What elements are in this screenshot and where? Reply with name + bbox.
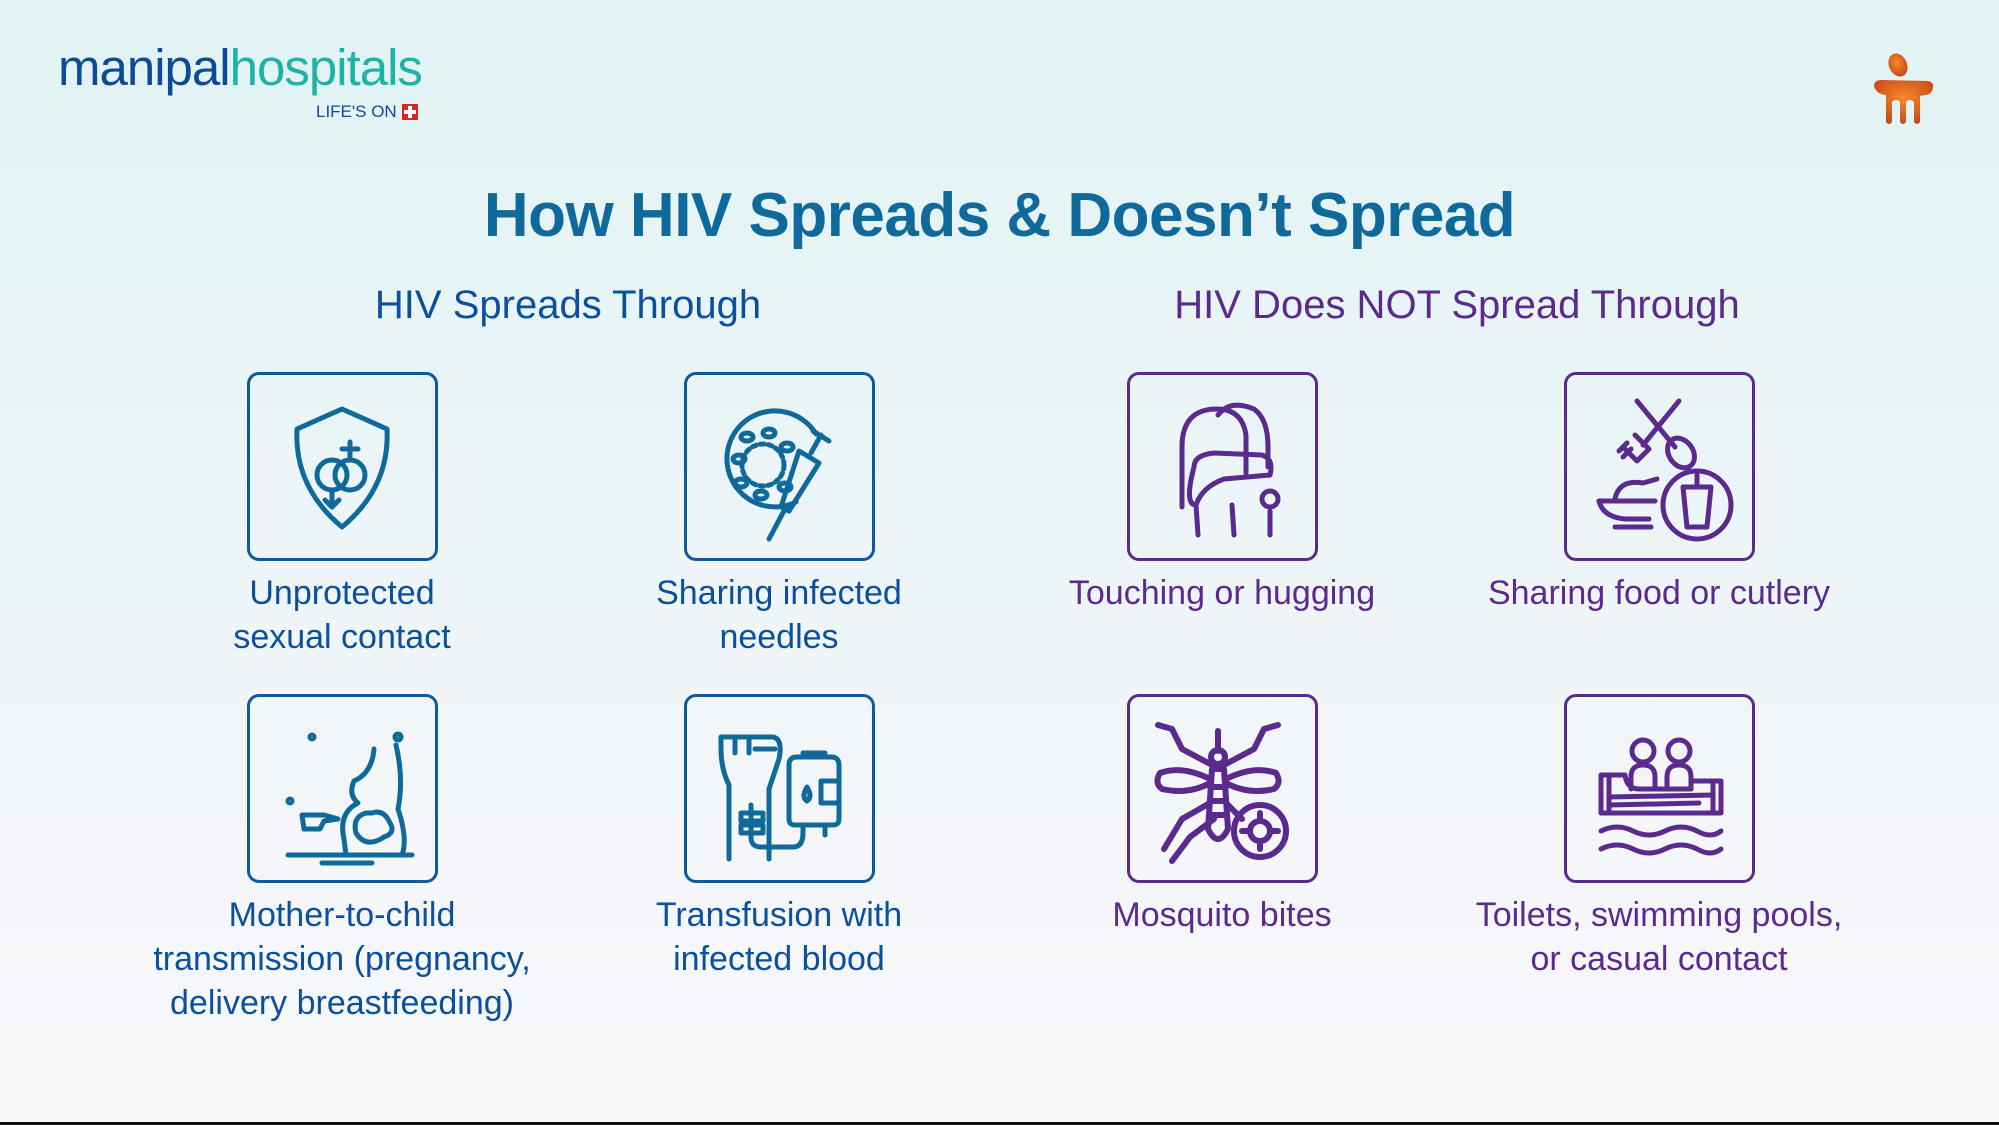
red-cross-icon (401, 104, 418, 120)
spread-card-needles: Sharing infected needles (559, 372, 999, 659)
swimming-pool-icon (1598, 737, 1724, 855)
spread-card-transfusion: Transfusion with infected blood (559, 694, 999, 981)
shield-gender-symbols-icon (294, 406, 390, 529)
no-spread-card-hugging: Touching or hugging (1002, 372, 1442, 615)
spread-card-mother-to-child: Mother-to-child transmission (pregnancy,… (122, 694, 562, 1025)
cutlery-food-icon (1596, 398, 1734, 541)
pregnant-mother-icon (285, 731, 415, 865)
logo-wordmark: manipalhospitals (58, 39, 423, 96)
no-spread-card-mosquito: Mosquito bites (1002, 694, 1442, 937)
logo-tagline: LIFE'S ON (316, 102, 418, 122)
no-spread-card-pools: Toilets, swimming pools, or casual conta… (1439, 694, 1879, 981)
mosquito-icon (1154, 721, 1289, 864)
spreads-heading: HIV Spreads Through (374, 283, 762, 327)
does-not-spread-heading: HIV Does NOT Spread Through (1174, 283, 1740, 327)
manipal-hospitals-logo: manipalhospitals LIFE'S ON (58, 38, 423, 121)
syringe-virus-icon (724, 407, 832, 541)
hugging-icon (1179, 402, 1281, 537)
blood-transfusion-icon (718, 734, 842, 861)
spread-card-sexual-contact: Unprotected sexual contact (122, 372, 562, 659)
bottom-border (0, 1122, 1999, 1125)
no-spread-card-food: Sharing food or cutlery (1439, 372, 1879, 615)
manipal-figure-icon (1874, 53, 1934, 124)
page-title: How HIV Spreads & Doesn’t Spread (483, 181, 1516, 250)
